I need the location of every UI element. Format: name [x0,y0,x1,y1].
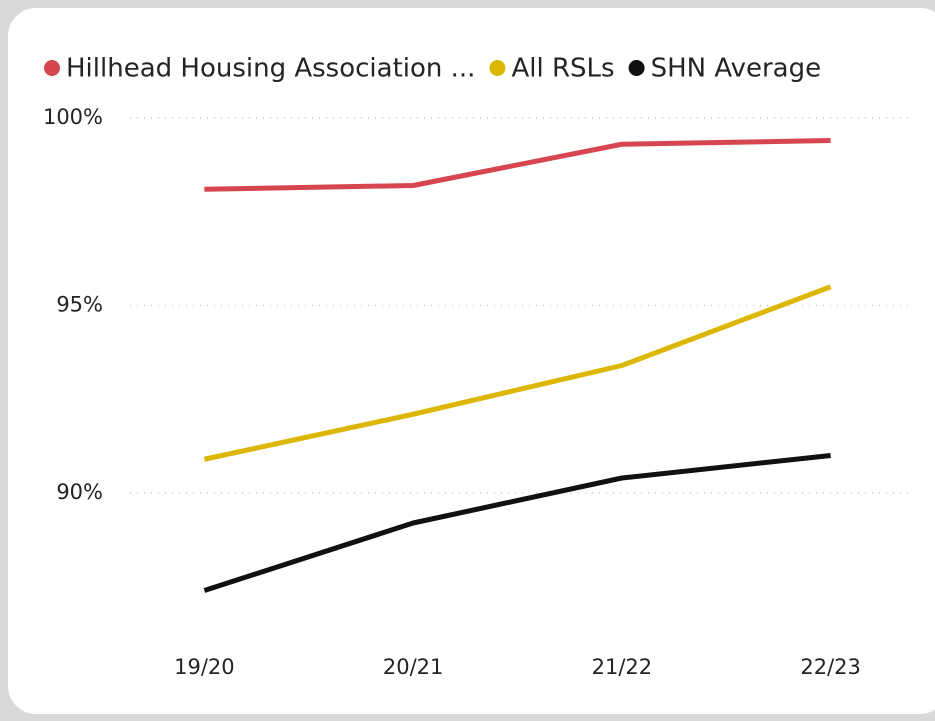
series-line [203,284,832,462]
y-tick-label: 90% [56,480,103,504]
x-tick-label: 20/21 [383,655,444,679]
legend-dot [44,60,60,76]
y-tick-label: 95% [56,293,103,317]
y-tick-label: 100% [43,105,103,129]
legend-text: SHN Average [651,54,822,84]
series-line [203,453,831,593]
x-tick-label: 22/23 [800,655,861,679]
legend-dot [489,60,506,76]
legend-text: Hillhead Housing Association ... [66,54,475,84]
x-tick-label: 19/20 [174,655,235,679]
legend-dot [628,60,645,76]
x-tick-label: 21/22 [592,655,653,679]
series-line [204,138,831,192]
card [8,8,935,714]
legend-text: All RSLs [511,54,614,84]
